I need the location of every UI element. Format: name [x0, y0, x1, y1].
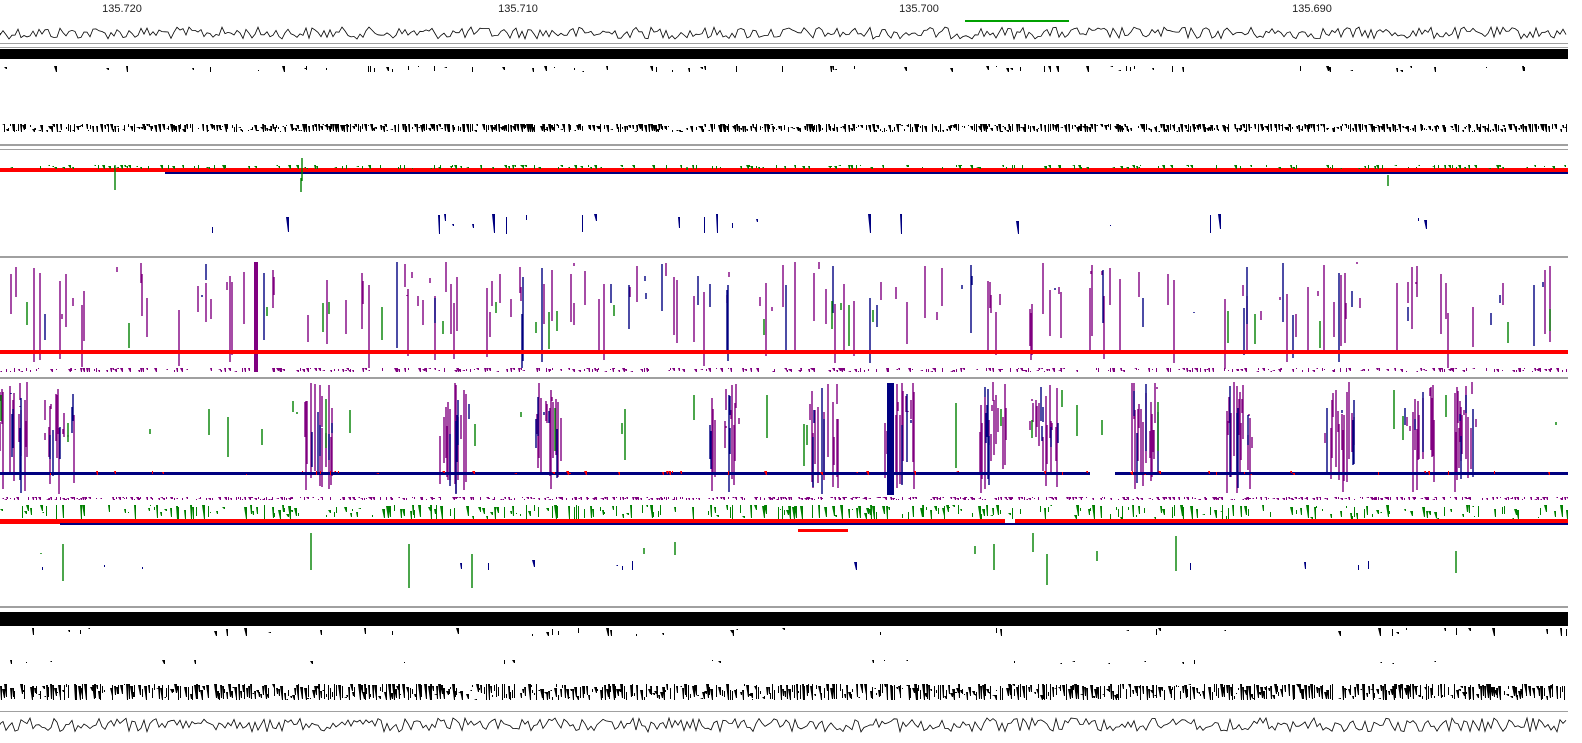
- density-row-bottom: [0, 684, 1565, 700]
- alignment-1-scatter: [212, 214, 1427, 234]
- alignment-track-2: [0, 262, 1568, 379]
- alignment-3-line-left: [0, 472, 1090, 475]
- alignment-1-forward: [0, 168, 1568, 172]
- separator-line: [0, 47, 1568, 48]
- density-band-top: [0, 49, 1568, 59]
- ruler-label-135700: 135.700: [899, 3, 939, 15]
- separator-line: [0, 606, 1568, 608]
- separator-line: [0, 149, 1568, 150]
- alignment-1-outliers: [114, 158, 1389, 192]
- alignment-3-purple-columns: [0, 382, 1477, 494]
- alignment-1-reverse: [165, 172, 1568, 174]
- separator-line: [0, 144, 1568, 146]
- alignment-3-line-right: [1115, 472, 1568, 475]
- ruler-label-135710: 135.710: [498, 3, 538, 15]
- alignment-3-dense-column: [887, 383, 894, 495]
- alignment-2-green-hits: [26, 301, 1551, 349]
- alignment-track-4: [0, 505, 1568, 608]
- alignment-4-red-fragment: [798, 529, 848, 532]
- alignment-track-3: [0, 382, 1569, 500]
- alignment-4-forward-left: [0, 519, 1005, 524]
- alignment-2-blue-hits: [44, 262, 1544, 368]
- alignment-3-baseline: [2, 497, 1569, 500]
- sequence-density-top: [0, 49, 1568, 72]
- alignment-1-mismatches: [10, 165, 1566, 169]
- alignment-4-reverse: [60, 523, 1568, 525]
- signal-trace-bottom-line: [0, 716, 1567, 734]
- separator-line: [0, 711, 1568, 712]
- alignment-4-forward-right: [1015, 519, 1568, 524]
- density-speckle-top: [4, 66, 1525, 72]
- signal-trace-top: [0, 20, 1568, 48]
- sequence-density-bottom: [0, 612, 1568, 712]
- sequence-density-upper: [0, 124, 1568, 150]
- highlight-bar: [965, 20, 1069, 22]
- density-band-bottom: [0, 612, 1568, 626]
- alignment-2-baseline: [0, 368, 1567, 372]
- alignment-2-purple-hits: [10, 262, 1551, 369]
- alignment-4-green-outliers: [40, 533, 1457, 588]
- alignment-3-green-hits: [0, 390, 1557, 468]
- alignment-track-1: [0, 158, 1568, 258]
- alignment-4-mismatches: [0, 505, 1568, 519]
- signal-trace-bottom: [0, 716, 1567, 734]
- separator-line: [0, 256, 1568, 258]
- density-row-upper: [2, 124, 1567, 132]
- vertical-scrollbar[interactable]: [1568, 0, 1582, 743]
- alignment-3-blue-columns: [10, 384, 1474, 494]
- signal-trace-top-line: [0, 25, 1567, 41]
- alignment-2-forward: [0, 350, 1568, 354]
- alignment-4-scatter: [42, 560, 1369, 570]
- alignment-2-dense-column: [254, 262, 258, 372]
- separator-line: [0, 43, 1568, 44]
- coordinate-ruler: 135.720 135.710 135.700 135.690: [0, 0, 1568, 18]
- density-speckle-mid: [10, 660, 1436, 664]
- ruler-label-135720: 135.720: [102, 3, 142, 15]
- ruler-label-135690: 135.690: [1292, 3, 1332, 15]
- separator-line: [0, 377, 1568, 379]
- density-speckle-bottom: [32, 628, 1567, 636]
